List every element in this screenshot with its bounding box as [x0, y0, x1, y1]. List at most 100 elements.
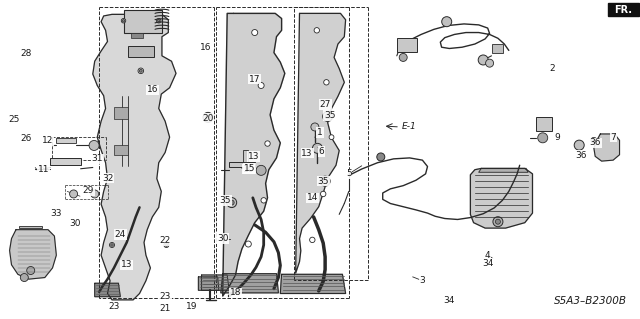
Text: 17: 17 [249, 75, 260, 84]
Circle shape [111, 244, 113, 246]
Circle shape [442, 17, 452, 27]
Circle shape [478, 55, 488, 65]
Polygon shape [221, 274, 278, 293]
Circle shape [314, 28, 319, 33]
Text: 27: 27 [319, 100, 331, 109]
Circle shape [122, 19, 125, 22]
Text: 31: 31 [92, 154, 103, 163]
Text: 28: 28 [20, 49, 31, 58]
Text: 30: 30 [217, 234, 228, 243]
Circle shape [258, 83, 264, 88]
Text: 32: 32 [102, 174, 113, 182]
Polygon shape [202, 275, 229, 290]
Circle shape [310, 237, 315, 242]
Text: 16: 16 [200, 43, 212, 52]
Circle shape [27, 266, 35, 275]
Polygon shape [594, 134, 620, 161]
Text: 10: 10 [243, 165, 254, 174]
Circle shape [261, 198, 266, 203]
Polygon shape [280, 274, 346, 293]
Text: 25: 25 [8, 115, 20, 124]
Circle shape [311, 123, 319, 131]
Text: 35: 35 [220, 196, 231, 205]
Text: 36: 36 [575, 151, 587, 160]
Circle shape [265, 141, 270, 146]
Polygon shape [223, 13, 285, 296]
Circle shape [321, 191, 326, 197]
Circle shape [157, 19, 160, 22]
Text: 26: 26 [20, 134, 31, 143]
Text: 21: 21 [159, 304, 171, 313]
Text: 2: 2 [549, 64, 554, 73]
Circle shape [229, 200, 234, 205]
Text: 36: 36 [589, 138, 601, 147]
Polygon shape [93, 14, 176, 300]
Text: 19: 19 [186, 302, 198, 311]
Bar [56, 138, 76, 143]
Circle shape [320, 176, 330, 186]
Circle shape [323, 111, 333, 122]
Circle shape [138, 68, 143, 74]
Text: 13: 13 [248, 152, 259, 161]
Text: 13: 13 [301, 149, 313, 158]
Circle shape [245, 241, 252, 247]
Text: 13: 13 [121, 260, 132, 269]
Circle shape [377, 153, 385, 161]
Circle shape [20, 273, 28, 282]
Polygon shape [95, 283, 120, 297]
Polygon shape [10, 230, 56, 279]
Bar [492, 44, 503, 53]
Circle shape [156, 19, 161, 23]
Bar [536, 117, 552, 131]
Circle shape [323, 179, 328, 184]
Circle shape [495, 219, 500, 224]
Bar [19, 226, 42, 228]
Circle shape [538, 133, 548, 143]
Bar [124, 10, 162, 33]
Text: 34: 34 [482, 259, 493, 268]
Polygon shape [470, 168, 532, 228]
Text: 1: 1 [317, 128, 323, 137]
Polygon shape [479, 168, 528, 172]
Circle shape [227, 197, 237, 208]
Bar [243, 150, 248, 162]
Polygon shape [198, 277, 219, 290]
Bar [131, 33, 143, 38]
Circle shape [399, 53, 407, 62]
Circle shape [140, 70, 142, 72]
Text: 4: 4 [485, 251, 490, 260]
Text: 23: 23 [159, 292, 171, 301]
Circle shape [122, 19, 125, 23]
Circle shape [252, 30, 258, 35]
Bar [50, 158, 81, 165]
Circle shape [205, 115, 211, 120]
Text: 5: 5 [346, 169, 351, 178]
Text: FR.: FR. [614, 4, 632, 15]
Text: E-1: E-1 [402, 122, 417, 131]
Bar [229, 162, 255, 167]
Circle shape [574, 140, 584, 150]
Text: 35: 35 [324, 111, 335, 120]
Bar [114, 145, 128, 155]
Circle shape [165, 244, 168, 246]
Text: S5A3–B2300B: S5A3–B2300B [554, 296, 627, 307]
Text: 9: 9 [554, 133, 559, 142]
Text: 35: 35 [317, 177, 329, 186]
Text: 3: 3 [420, 276, 425, 285]
Text: 30: 30 [70, 219, 81, 228]
Circle shape [164, 242, 169, 248]
Text: 24: 24 [115, 230, 126, 239]
Circle shape [70, 190, 77, 198]
Text: 23: 23 [108, 302, 120, 311]
Circle shape [91, 190, 99, 198]
Circle shape [324, 80, 329, 85]
Text: 14: 14 [307, 193, 318, 202]
Bar [128, 46, 154, 57]
Polygon shape [296, 13, 346, 273]
Text: 20: 20 [202, 114, 214, 122]
Bar [397, 38, 417, 52]
Circle shape [256, 165, 266, 175]
Circle shape [329, 135, 334, 140]
Text: 12: 12 [42, 136, 54, 145]
Circle shape [591, 137, 597, 143]
